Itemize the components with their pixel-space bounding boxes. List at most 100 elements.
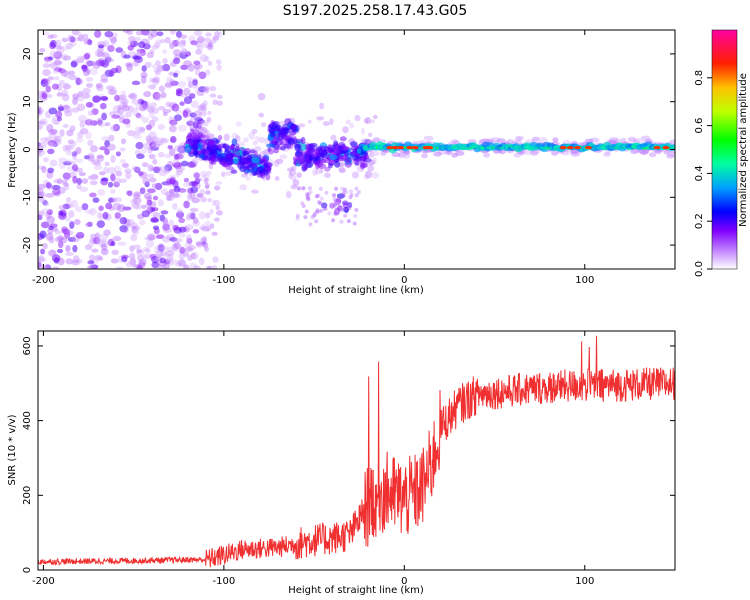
spectrogram-cell [203, 86, 209, 93]
spectrogram-cell [315, 209, 320, 214]
spectrogram-cell [333, 198, 342, 206]
spectrogram-cell [107, 166, 117, 174]
spectrogram-cell [213, 185, 221, 191]
spectrogram-cell [62, 45, 70, 51]
spectrogram-cell [124, 168, 132, 174]
spectrogram-cell [81, 203, 89, 211]
spectrogram-cell [204, 88, 210, 94]
spectrogram-cell [71, 30, 80, 36]
spectrogram-cell [99, 102, 107, 110]
spectrogram-cell [102, 39, 110, 48]
spectrogram-cell [67, 202, 74, 209]
spectrogram-cell [177, 259, 186, 267]
spectrogram-cell [354, 114, 361, 122]
spectrogram-cell [342, 126, 349, 134]
spectrogram-cell [68, 210, 75, 218]
spectrogram-cell [301, 204, 306, 208]
spectrogram-cell [39, 95, 48, 102]
spectrogram-cell [188, 151, 196, 158]
spectrogram-cell [180, 48, 188, 55]
spectrogram-cell [273, 159, 280, 168]
spectrogram-cell [90, 67, 98, 76]
spectrogram-cell [307, 148, 314, 156]
spectrogram-cell [82, 33, 89, 39]
spectrogram-cell [151, 255, 159, 264]
spectrogram-cell [530, 150, 539, 156]
spectrogram-cell [154, 253, 162, 261]
spectrogram-cell [104, 161, 110, 167]
spectrogram-cell [171, 193, 180, 198]
snr-xtick-label: -200 [32, 576, 55, 587]
spectrogram-cell [166, 246, 174, 253]
spectrogram-cell [199, 237, 207, 245]
spectrogram-cell [107, 181, 114, 188]
snr-panel: -200 -100 0 100 0 200 400 600 Height of straigh… [7, 330, 676, 596]
spectrogram-cell [192, 121, 199, 129]
spectrogram-cell [91, 159, 100, 165]
spectrogram-cell [251, 161, 258, 168]
spectrogram-cell [169, 119, 178, 126]
spectrogram-cell [38, 142, 42, 147]
spectrogram-cell [192, 139, 198, 146]
spectrogram-cell [173, 153, 179, 161]
spectrogram-cell [42, 63, 51, 68]
spectrogram-cell [321, 202, 328, 209]
spectrogram-cell [201, 148, 207, 155]
spectrogram-cell [140, 71, 148, 79]
snr-xtick-label: 0 [401, 576, 407, 587]
spectrogram-cell [142, 177, 150, 186]
spectrogram-cell [62, 203, 71, 210]
spectrogram-cell [47, 167, 55, 174]
spectrogram-cell [338, 167, 346, 173]
spectrogram-cell [88, 207, 97, 216]
spectrogram-cell [172, 202, 178, 210]
spectrogram-cell [56, 92, 63, 97]
spectrogram-cell [112, 123, 120, 132]
spectrogram-cell [202, 100, 208, 108]
spectrogram-cell [200, 196, 207, 203]
spectrogram-cell [202, 139, 208, 146]
spectrogram-cell [324, 190, 329, 195]
spectrogram-cell [122, 101, 128, 109]
spectrogram-cell [216, 100, 224, 106]
spectrogram-cell [38, 145, 44, 153]
spectrogram-cell [411, 146, 419, 150]
spectrogram-cell [330, 134, 337, 141]
spectrogram-cell [371, 171, 379, 179]
spectrogram-cell [72, 175, 78, 184]
spectrogram-cell [212, 35, 220, 41]
spectrogram-cell [138, 105, 147, 112]
spectrogram-cell [121, 254, 129, 259]
spectrogram-cell [76, 94, 85, 102]
spectrogram-cell [648, 152, 657, 158]
spectrogram-cell [258, 136, 266, 144]
spectrogram-cell [129, 92, 138, 101]
spectrogram-cell [264, 137, 269, 146]
spectrogram-cell [199, 189, 206, 196]
spectrogram-cell [165, 101, 172, 108]
spectrogram-cell [178, 226, 187, 233]
spectrogram-cell [69, 141, 77, 147]
spectrogram-cell [38, 124, 43, 130]
spectrogram-cell [318, 186, 323, 191]
spectrogram-cell [89, 180, 98, 186]
spectrogram-cell [317, 209, 322, 213]
spectrogram-cell [38, 107, 44, 115]
spectrogram-cell [141, 204, 147, 209]
spectrogram-cell [74, 158, 84, 163]
spectrogram-cell [125, 262, 133, 268]
spectrogram-cell [40, 265, 48, 269]
spectrogram-cell [187, 192, 193, 201]
spectrogram-cell [69, 125, 76, 132]
spectrogram-cell [96, 84, 104, 92]
spectrogram-cell [402, 153, 410, 159]
spectrogram-cell [86, 118, 94, 127]
spectrogram-cell [136, 50, 145, 58]
spectrogram-cell [333, 207, 341, 216]
spectrogram-cell [67, 34, 74, 43]
spectrogram-cell [111, 114, 120, 119]
spectrogram-cell [38, 187, 44, 196]
spectrogram-cell [163, 227, 172, 233]
spectrogram-cell [38, 261, 42, 269]
spectrogram-cell [217, 134, 223, 141]
